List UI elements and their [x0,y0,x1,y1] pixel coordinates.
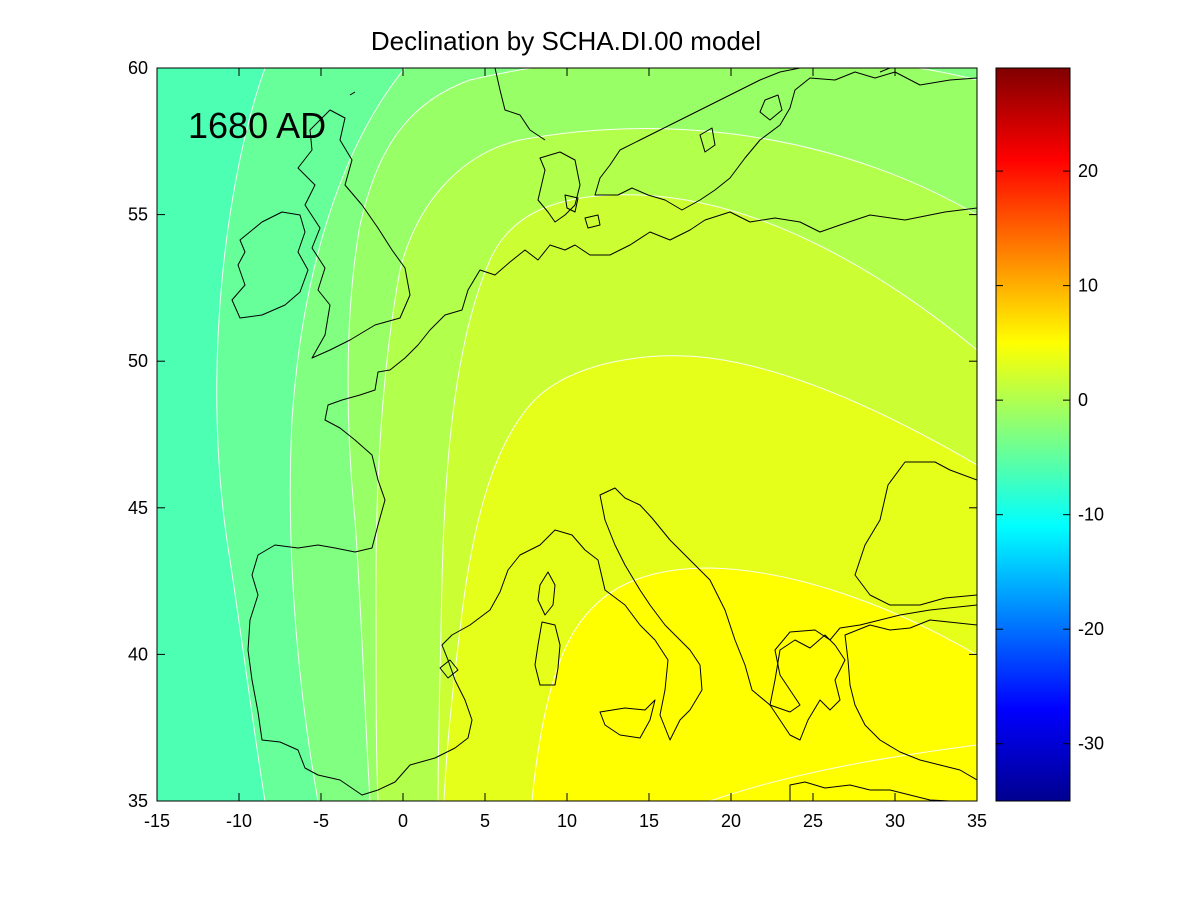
colorbar-tick-label: 10 [1078,276,1098,296]
contour-lines [216,68,977,801]
x-tick-label: 5 [480,811,490,831]
coastline-balearic [439,659,459,679]
coastline-north-top [349,68,891,96]
x-tick-label: -15 [144,811,170,831]
x-tick-label: 10 [557,811,577,831]
y-tick-label: 45 [128,498,148,518]
x-axis-ticks: -15 -10 -5 0 5 10 15 20 25 30 35 [144,68,987,831]
x-tick-label: 15 [639,811,659,831]
coastline-baltic-islands [564,94,783,229]
coastline-great-britain [297,109,411,359]
colorbar-tick-label: -30 [1078,734,1104,754]
colorbar-ticks: 20 10 0 -10 -20 -30 [996,161,1104,754]
x-tick-label: -5 [313,811,329,831]
coastline-sicily [599,699,656,739]
x-tick-label: -10 [226,811,252,831]
declination-band [438,194,977,801]
y-tick-label: 35 [128,791,148,811]
x-tick-label: 0 [398,811,408,831]
colorbar-frame [995,67,1071,802]
x-tick-label: 30 [885,811,905,831]
coastline-continental [247,207,977,796]
x-tick-label: 20 [721,811,741,831]
figure-title: Declination by SCHA.DI.00 model [371,26,761,56]
colorbar-tick-label: -20 [1078,619,1104,639]
coastline-scandinavia [494,68,977,223]
declination-band [216,68,405,801]
colorbar-tick-label: -10 [1078,505,1104,525]
coastline-corsica-sardinia [534,571,561,686]
colorbar-tick-label: 20 [1078,161,1098,181]
declination-band [444,355,977,801]
map-area: 1680 AD -15 -10 -5 0 5 10 15 20 25 30 35 35 40 45 50 5… [128,58,987,831]
colorbar-gradient [996,68,1070,801]
colorbar: 20 10 0 -10 -20 -30 [995,67,1104,802]
y-tick-label: 40 [128,644,148,664]
colorbar-tick-label: 0 [1078,390,1088,410]
year-annotation: 1680 AD [188,105,326,146]
declination-band [375,128,977,801]
x-tick-label: 35 [967,811,987,831]
y-tick-label: 55 [128,205,148,225]
x-tick-label: 25 [803,811,823,831]
y-axis-ticks: 35 40 45 50 55 60 [128,58,977,811]
declination-band [348,68,977,801]
coastline-ireland [231,211,309,319]
coastlines [231,68,977,801]
y-tick-label: 60 [128,58,148,78]
y-tick-label: 50 [128,351,148,371]
coastline-east-med [769,619,977,801]
